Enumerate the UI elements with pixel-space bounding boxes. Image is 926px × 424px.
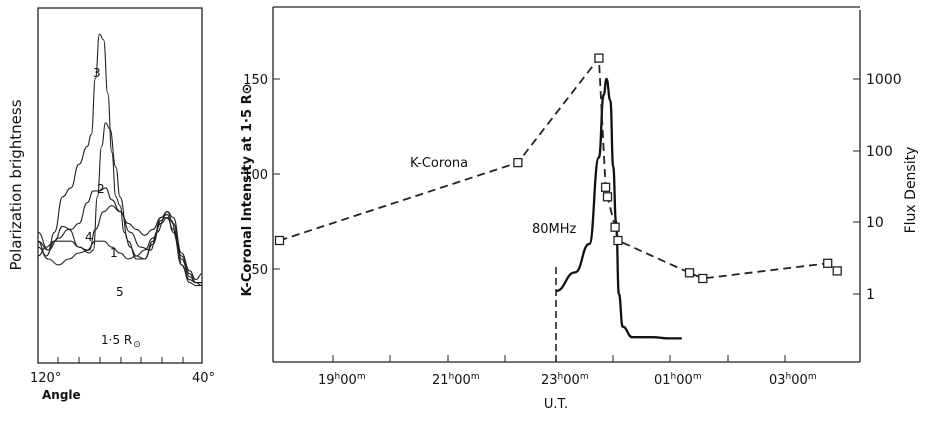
kcorona-dashed-line — [279, 55, 838, 280]
right-tick-1000: 1000 — [866, 72, 902, 88]
80mhz-curve — [555, 77, 682, 340]
y-axis-label-left: K-Coronal Intensity at 1·5 R⊙ — [240, 84, 255, 297]
polarization-curves — [37, 33, 203, 287]
kcorona-marker — [610, 222, 620, 232]
x-axis-label: Angle — [42, 388, 81, 402]
curve-label-4: 4 — [85, 230, 93, 244]
left-tick-150: 150 — [243, 73, 268, 88]
curve-4 — [37, 187, 202, 284]
x-tick-labels: 19h00m 21h00m 23h00m 01h00m 03h00m — [318, 372, 817, 388]
x-tick-23h: 23h00m — [541, 372, 589, 388]
curve-1 — [37, 205, 202, 287]
left-panel: Polarization brightness 3 2 4 1 5 1·5 R⊙… — [0, 0, 230, 420]
kcorona-chart: K-Coronal Intensity at 1·5 R⊙ 150 100 50… — [240, 6, 919, 412]
curve-label-2: 2 — [97, 182, 105, 196]
curve-3 — [37, 33, 203, 281]
x-axis-label: U.T. — [544, 397, 568, 412]
y-axis-label-right: Flux Density — [903, 147, 919, 234]
left-tick-100: 100 — [243, 168, 268, 183]
radius-annotation: 1·5 R⊙ — [101, 333, 141, 350]
kcorona-marker — [698, 273, 708, 284]
kcorona-markers — [274, 53, 842, 284]
kcorona-marker — [684, 268, 695, 278]
polarization-chart: Polarization brightness 3 2 4 1 5 1·5 R⊙… — [7, 7, 215, 402]
x-tick-right: 40° — [192, 371, 215, 386]
kcorona-marker — [602, 192, 613, 202]
kcorona-marker — [594, 53, 604, 63]
x-tick-21h: 21h00m — [432, 372, 480, 388]
kcorona-label: K-Corona — [410, 156, 468, 171]
kcorona-marker — [832, 266, 842, 276]
kcorona-marker — [600, 182, 611, 192]
curve-label-5: 5 — [116, 285, 124, 299]
curve-2 — [37, 122, 202, 284]
right-panel: K-Coronal Intensity at 1·5 R⊙ 150 100 50… — [230, 0, 926, 420]
curve-label-3: 3 — [93, 66, 101, 80]
curve-label-1: 1 — [110, 246, 118, 260]
kcorona-marker — [274, 235, 285, 246]
x-tick-19h: 19h00m — [318, 372, 366, 388]
curve-5 — [37, 216, 203, 287]
right-tick-10: 10 — [866, 215, 884, 231]
80mhz-label: 80MHz — [532, 222, 577, 237]
x-ticks — [57, 357, 184, 363]
kcorona-marker — [513, 157, 523, 168]
x-ticks — [332, 355, 786, 362]
plot-frame — [37, 7, 203, 364]
kcorona-marker — [613, 235, 623, 246]
right-ticks — [853, 78, 860, 295]
right-tick-100: 100 — [866, 144, 893, 160]
left-ticks — [273, 78, 280, 270]
y-axis-label: Polarization brightness — [7, 99, 25, 270]
x-tick-left: 120° — [30, 371, 61, 386]
x-tick-03h: 03h00m — [769, 372, 817, 388]
left-tick-50: 50 — [251, 263, 268, 278]
x-tick-01h: 01h00m — [654, 372, 702, 388]
kcorona-marker — [823, 258, 833, 268]
right-tick-1: 1 — [866, 287, 875, 303]
